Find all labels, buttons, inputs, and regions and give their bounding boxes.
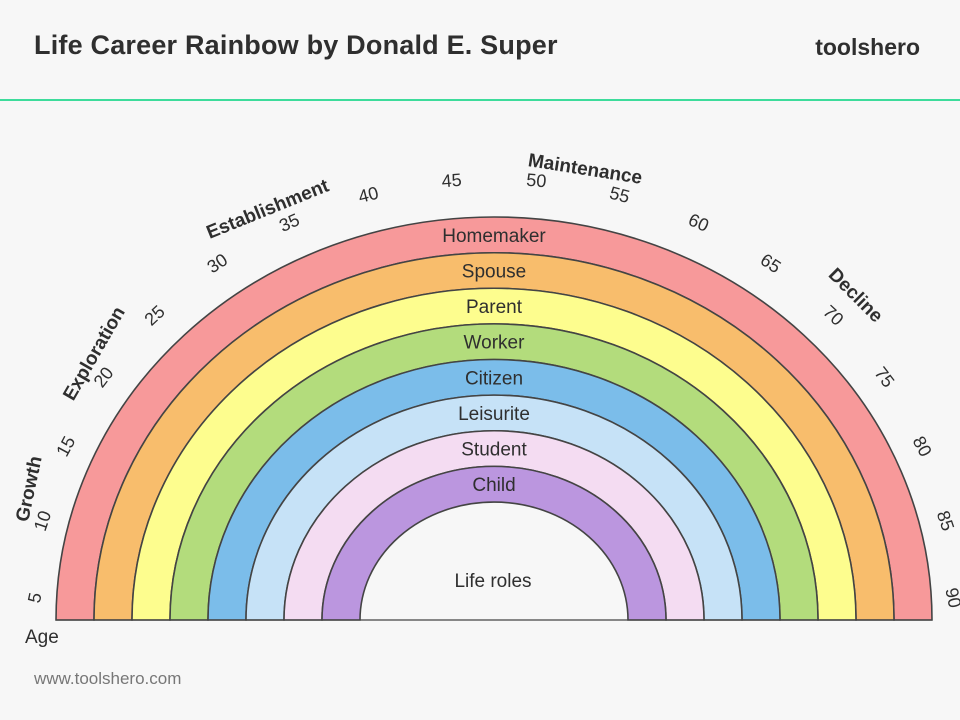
rainbow-band-child [321,465,667,621]
rainbow-bands [55,216,933,621]
role-label-child: Child [472,475,515,496]
life-roles-label: Life roles [454,571,531,592]
stage-label-establishment: Establishment [204,175,333,243]
age-label-30: 30 [203,250,231,278]
footer-url: www.toolshero.com [34,669,182,688]
role-label-citizen: Citizen [465,368,523,389]
stage-label-exploration: Exploration [59,303,129,404]
brand-logo-text: toolshero [815,34,920,60]
age-label-80: 80 [909,433,936,460]
role-label-homemaker: Homemaker [442,226,546,247]
age-label-5: 5 [24,591,46,605]
age-label-90: 90 [941,586,960,610]
role-label-spouse: Spouse [462,261,526,282]
age-label-15: 15 [52,433,79,460]
role-label-worker: Worker [464,333,526,354]
age-label-75: 75 [870,363,898,391]
age-axis-label: Age [25,627,59,648]
role-label-parent: Parent [466,297,523,318]
header: Life Career Rainbow by Donald E. Super t… [0,0,960,100]
age-label-45: 45 [441,170,463,192]
age-label-25: 25 [141,301,169,329]
header-divider [0,99,960,101]
role-label-leisurite: Leisurite [458,404,530,425]
age-label-85: 85 [933,508,958,533]
age-label-70: 70 [819,301,847,329]
role-labels: Homemaker Spouse Parent Worker Citizen Leisur… [442,226,546,496]
age-label-55: 55 [607,183,631,207]
age-label-60: 60 [685,210,711,236]
age-label-65: 65 [757,250,785,278]
page-title: Life Career Rainbow by Donald E. Super [34,30,558,60]
age-label-50: 50 [526,170,548,192]
role-label-student: Student [461,440,527,461]
age-label-40: 40 [356,183,380,207]
